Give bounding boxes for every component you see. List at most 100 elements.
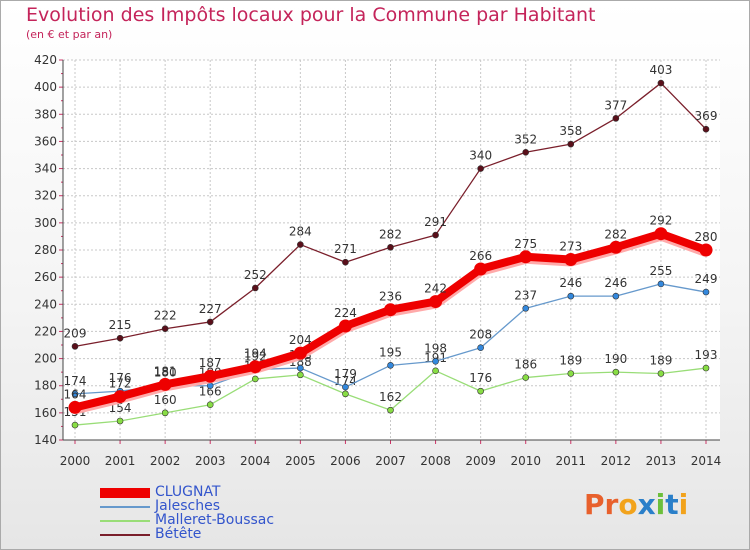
data-label: 166 (199, 385, 222, 399)
data-label: 172 (109, 377, 132, 391)
data-point (522, 374, 530, 381)
data-label: 282 (379, 227, 402, 241)
y-tick-label: 380 (34, 107, 57, 121)
data-point (161, 409, 169, 417)
data-point (387, 406, 394, 414)
legend-label: Jalesches (155, 498, 220, 514)
data-label: 176 (469, 371, 492, 385)
data-point (609, 240, 623, 254)
data-point (429, 295, 443, 309)
data-point (297, 371, 304, 379)
y-tick-label: 420 (34, 53, 57, 67)
legend-label: CLUGNAT (155, 484, 221, 500)
data-label: 369 (695, 109, 718, 123)
data-label: 292 (649, 214, 672, 228)
x-tick-label: 2007 (375, 454, 406, 468)
data-point (206, 401, 214, 409)
data-point (71, 390, 79, 398)
data-point (477, 387, 484, 395)
data-label: 190 (604, 352, 627, 366)
data-label: 222 (154, 309, 177, 323)
data-point (432, 357, 439, 365)
data-label: 164 (64, 387, 87, 401)
data-point (251, 375, 259, 383)
data-label: 252 (244, 268, 267, 282)
logo-letter: i (655, 488, 666, 521)
data-point (702, 364, 710, 372)
data-point (657, 370, 665, 377)
y-tick-label: 160 (34, 406, 57, 420)
data-label: 358 (559, 124, 582, 138)
data-point (68, 400, 82, 414)
data-label: 377 (604, 98, 627, 112)
data-label: 189 (649, 354, 672, 368)
logo-letter: P (584, 488, 605, 521)
data-point (522, 305, 530, 312)
y-tick-label: 220 (34, 324, 57, 338)
data-point (342, 390, 349, 398)
data-label: 242 (424, 282, 447, 296)
data-point (702, 125, 710, 133)
data-label: 193 (695, 348, 718, 362)
data-label: 352 (514, 132, 537, 146)
data-point (432, 231, 439, 239)
data-label: 186 (514, 358, 537, 372)
data-point (342, 383, 349, 391)
logo-letter: t (665, 488, 679, 521)
data-point (474, 262, 488, 276)
data-point (432, 367, 439, 375)
data-point (206, 318, 214, 326)
y-tick-label: 260 (34, 270, 57, 284)
data-point (657, 280, 665, 288)
x-tick-label: 2010 (510, 454, 541, 468)
x-tick-label: 2004 (240, 454, 271, 468)
y-tick-label: 240 (34, 297, 57, 311)
x-tick-label: 2012 (601, 454, 632, 468)
y-tick-label: 340 (34, 162, 57, 176)
x-tick-label: 2011 (556, 454, 587, 468)
data-point (342, 258, 349, 266)
data-label: 181 (154, 364, 177, 378)
x-tick-label: 2002 (150, 454, 181, 468)
data-label: 224 (334, 306, 357, 320)
data-label: 280 (695, 230, 718, 244)
data-label: 176 (109, 371, 132, 385)
data-point (522, 148, 530, 156)
logo-letter: o (618, 488, 638, 521)
data-point (612, 292, 620, 300)
data-point (297, 364, 304, 372)
legend-label: Malleret-Boussac (155, 512, 275, 528)
data-label: 204 (289, 333, 312, 347)
data-label: 246 (559, 276, 582, 290)
data-label: 174 (64, 374, 87, 388)
data-point (161, 325, 169, 333)
data-point (612, 368, 620, 376)
data-label: 275 (514, 237, 537, 251)
x-tick-label: 2008 (420, 454, 451, 468)
data-point (567, 140, 575, 148)
chart-subtitle: (en € et par an) (26, 28, 113, 41)
data-label: 209 (64, 326, 87, 340)
legend-label: Bétête (155, 526, 202, 542)
y-tick-label: 280 (34, 243, 57, 257)
data-point (702, 288, 710, 296)
data-point (158, 377, 172, 391)
data-label: 208 (469, 328, 492, 342)
x-tick-label: 2013 (646, 454, 677, 468)
proxiti-logo: Proxiti (584, 488, 688, 521)
data-point (71, 343, 79, 350)
x-tick-label: 2001 (105, 454, 136, 468)
y-tick-label: 360 (34, 134, 57, 148)
data-label: 236 (379, 290, 402, 304)
legend-swatch (100, 506, 150, 508)
x-tick-label: 2005 (285, 454, 316, 468)
data-label: 187 (199, 356, 222, 370)
data-point (71, 421, 79, 429)
data-label: 273 (559, 240, 582, 254)
legend-swatch (100, 520, 150, 522)
data-point (297, 241, 304, 248)
data-point (657, 79, 665, 87)
data-point (338, 319, 352, 333)
data-label: 237 (514, 288, 537, 302)
